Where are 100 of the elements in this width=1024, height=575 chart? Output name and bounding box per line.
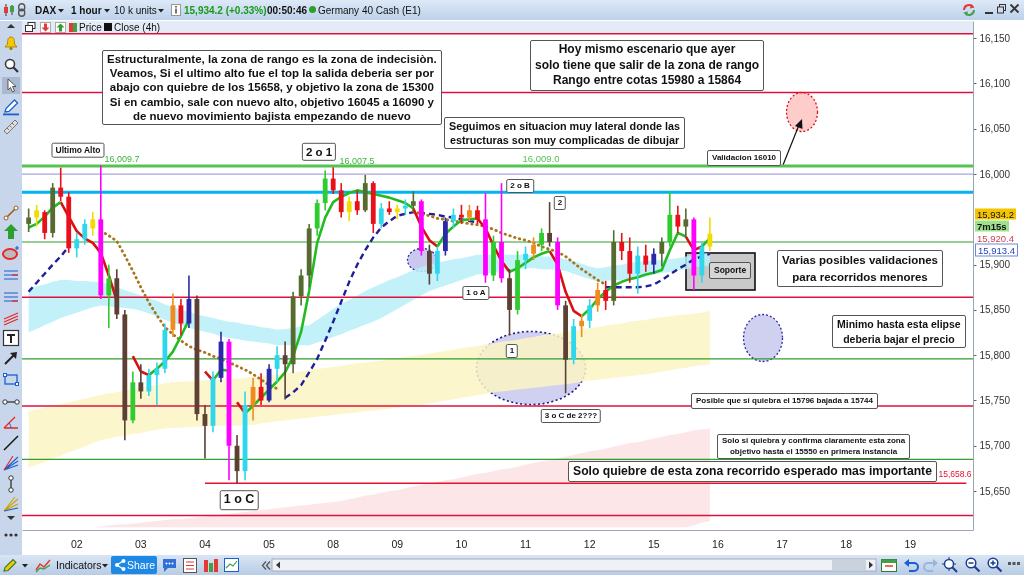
annotation: 16,009.7 <box>104 154 140 165</box>
candlestick <box>282 340 288 401</box>
annotation: Seguimos en situacion muy lateral donde las estructuras son muy complicadas de dibujar <box>444 117 685 149</box>
candlestick <box>74 232 80 259</box>
annotation: 2 o B <box>506 179 534 193</box>
annotation: Varias posibles validaciones para recorridos menores <box>777 250 943 287</box>
x-tick-label: 09 <box>391 537 404 550</box>
annotation: Estructuralmente, la zona de rango es la zona de indecisiòn. Veamos, Si el ultimo alto fue el top la salida deberia ser por abajo con quiebre de los 15658, y objetivo la zona de 15300 Si en cambio, sale con nuevo alto, objetivo 16045 a 16090 y de nuevo movimiento bajista empezando de nuevo <box>102 50 442 126</box>
candlestick <box>346 195 352 222</box>
text: 10 k units <box>114 4 157 17</box>
candlestick <box>531 236 536 261</box>
candlestick <box>354 189 360 216</box>
annotation: Soporte <box>709 262 752 279</box>
candlestick <box>434 245 440 282</box>
annotation: 1 <box>505 344 519 358</box>
candlestick <box>475 204 480 225</box>
annotation: Price <box>79 21 102 34</box>
x-tick-label: 11 <box>520 537 532 550</box>
text: 00:50:46 <box>267 4 308 17</box>
x-tick-label: 02 <box>70 537 83 550</box>
candlestick <box>338 182 344 219</box>
candlestick <box>579 313 585 338</box>
y-tick-label: 15,700 <box>979 440 1011 452</box>
x-tick-label: 08 <box>327 537 340 550</box>
x-tick-label: 04 <box>199 537 211 550</box>
candlestick <box>82 218 88 246</box>
candlestick <box>274 345 280 384</box>
candlestick <box>154 361 160 406</box>
annotation: 1 o C <box>219 490 259 510</box>
candlestick <box>523 245 528 270</box>
x-tick-label: 17 <box>776 537 789 550</box>
annotation: 3 o C de 2??? <box>540 409 602 423</box>
candlestick <box>26 207 32 233</box>
candlestick <box>330 166 336 195</box>
y-tick-label: 16,100 <box>979 77 1011 89</box>
x-tick-label: 16 <box>712 537 724 550</box>
candlestick <box>683 207 689 239</box>
y-tick-label: 16,050 <box>979 123 1011 135</box>
ref-line-label: 16,009.0 <box>522 152 560 164</box>
x-tick-label: 03 <box>135 537 147 550</box>
annotation: Solo quiebre de esta zona recorrido esperado mas importante <box>568 461 937 482</box>
annotation: Ultimo Alto <box>51 142 105 158</box>
candlestick <box>410 190 416 212</box>
x-tick-label: 18 <box>840 537 853 550</box>
annotation: Minimo hasta esta elipse deberia bajar el precio <box>832 315 966 348</box>
candlestick <box>42 209 48 241</box>
candlestick <box>651 247 657 275</box>
text: 15,920.4 <box>975 232 1016 244</box>
y-tick-label: 15,800 <box>979 349 1011 361</box>
text: Indicators <box>56 559 102 572</box>
text: 1 hour <box>71 4 102 17</box>
y-tick-label: 15,900 <box>979 259 1011 271</box>
annotation: 16,007.5 <box>339 156 375 167</box>
text: 15,934.2 <box>975 208 1016 220</box>
candlestick <box>587 298 593 329</box>
annotation: Hoy mismo escenario que ayer solo tiene que salir de la zona de rango Rango entre cotas 15980 a 15864 <box>530 40 765 91</box>
candlestick <box>595 281 601 313</box>
annotation: 2 o 1 <box>301 142 337 162</box>
candlestick <box>138 363 144 400</box>
text: 15,913.4 <box>975 243 1018 257</box>
annotation: 1 o A <box>462 286 490 300</box>
y-tick-label: 16,000 <box>979 168 1011 180</box>
candlestick <box>459 204 464 225</box>
y-tick-label: 15,650 <box>979 485 1011 497</box>
text: DAX <box>35 4 57 17</box>
x-tick-label: 19 <box>904 537 917 550</box>
y-tick-label: 15,750 <box>979 394 1011 406</box>
x-tick-label: 12 <box>583 537 596 550</box>
candlestick <box>659 236 665 268</box>
candlestick <box>451 207 456 230</box>
candlestick <box>90 211 96 237</box>
annotation: Close (4h) <box>114 21 161 34</box>
candlestick <box>675 204 681 234</box>
text: Share <box>127 559 156 572</box>
x-tick-label: 10 <box>455 537 468 550</box>
candlestick <box>619 232 625 261</box>
x-tick-label: 15 <box>647 537 660 550</box>
candlestick <box>298 268 304 307</box>
text: Germany 40 Cash (E1) <box>318 4 421 17</box>
text: 7m15s <box>975 220 1009 232</box>
y-tick-label: 16,150 <box>979 32 1011 44</box>
y-tick-label: 15,850 <box>979 304 1011 316</box>
candlestick <box>34 204 40 228</box>
candlestick <box>707 216 713 252</box>
candlestick <box>603 280 609 311</box>
x-tick-label: 05 <box>263 537 276 550</box>
candlestick <box>635 245 641 295</box>
annotation: Validacion 16010 <box>707 150 782 166</box>
candlestick <box>146 367 152 397</box>
candlestick <box>643 243 649 273</box>
annotation: Solo si quiebra y confirma claramente esta zona objetivo hasta el 15550 en primera instancia <box>717 434 911 459</box>
candlestick <box>627 236 633 284</box>
candlestick <box>547 201 552 248</box>
text: 15,934.2 (+0.33%) <box>184 4 267 17</box>
annotation: 2 <box>553 196 567 210</box>
candlestick <box>426 243 432 286</box>
annotation: Posible que si quiebra el 15796 bajada a 15744 <box>691 393 878 409</box>
candlestick <box>106 263 112 329</box>
annotation: 15,658.6 <box>938 469 972 480</box>
candlestick <box>539 227 544 252</box>
